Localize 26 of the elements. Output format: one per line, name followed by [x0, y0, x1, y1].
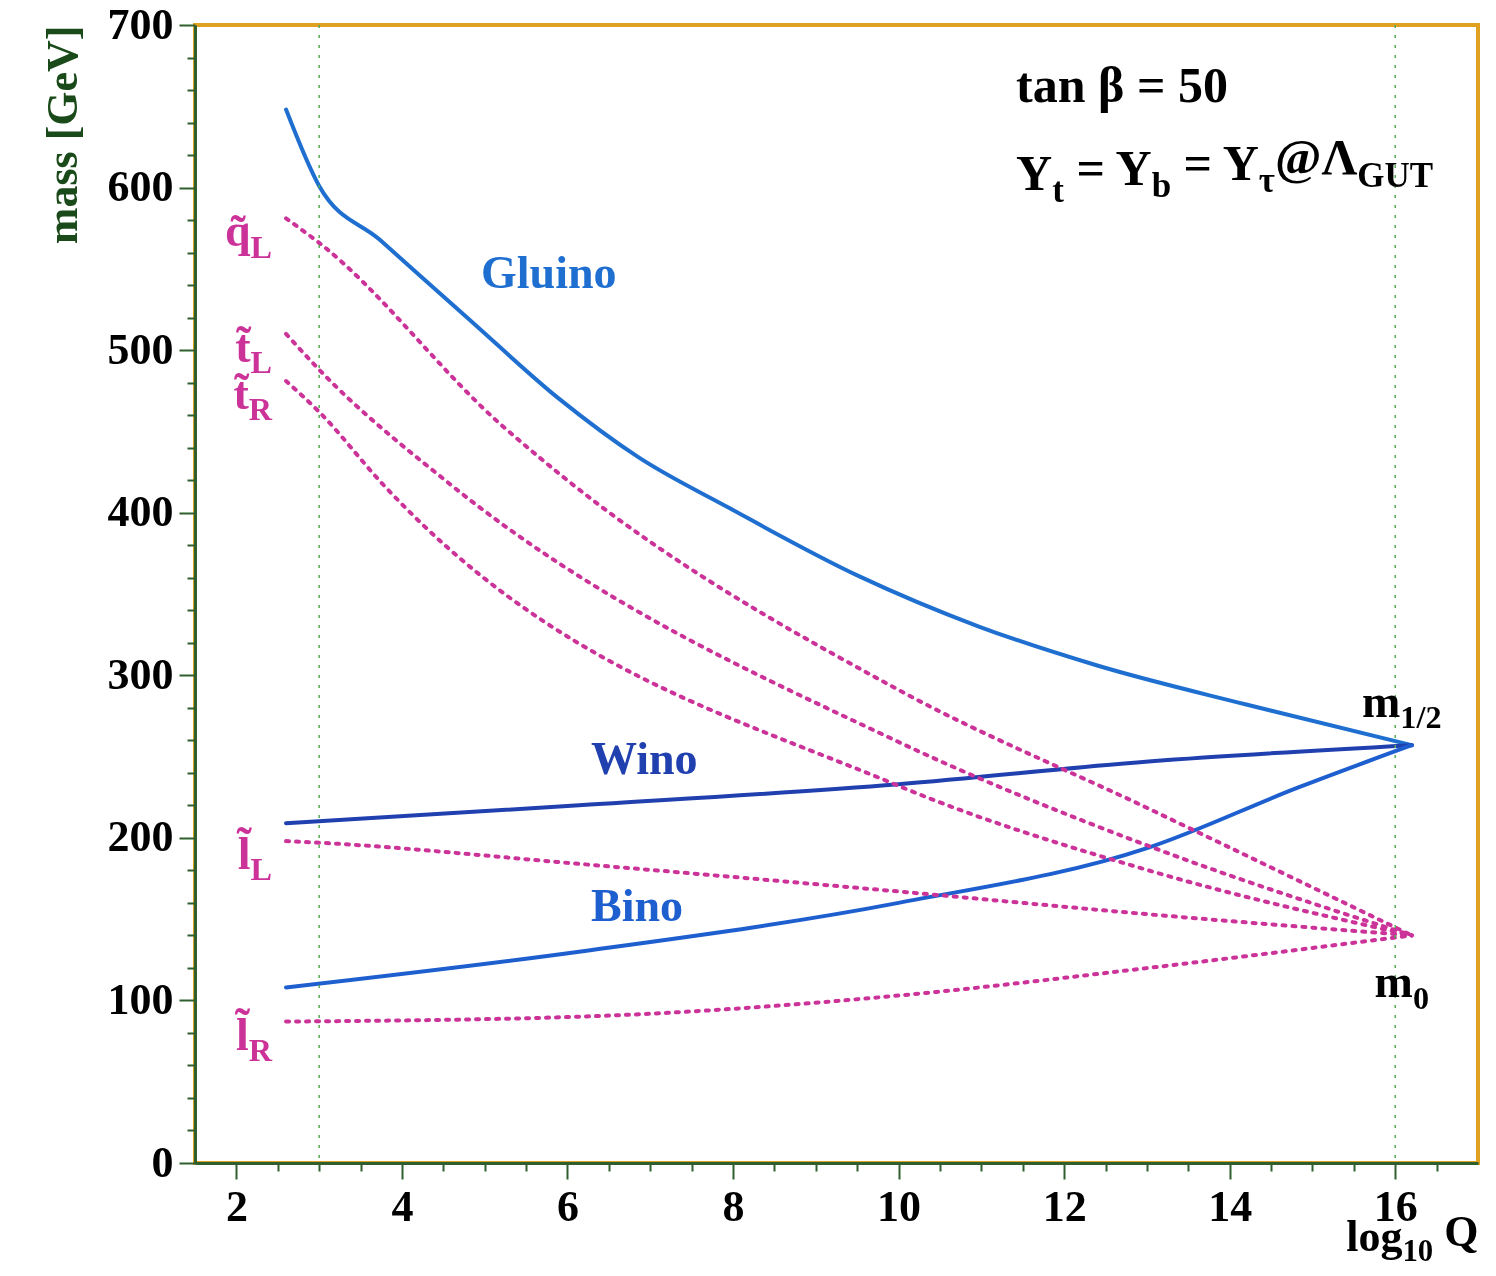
annotation: m$_{0}$	[1374, 956, 1429, 1016]
y-tick-label: 700	[107, 0, 174, 49]
y-tick-label: 100	[107, 974, 174, 1024]
series-label: Wino	[591, 733, 698, 785]
y-axis-title: mass [GeV]	[37, 25, 87, 245]
series-label: Gluino	[480, 247, 617, 299]
y-tick-label: 200	[107, 812, 174, 862]
series-label: l̃$_{L}$	[236, 827, 273, 888]
x-tick-label: 4	[391, 1181, 414, 1231]
series-label: Bino	[591, 879, 684, 931]
y-tick-label: 300	[107, 649, 174, 699]
x-tick-label: 12	[1042, 1181, 1087, 1231]
x-tick-label: 8	[722, 1181, 745, 1231]
x-tick-label: 6	[556, 1181, 579, 1231]
x-tick-label: 14	[1208, 1181, 1253, 1231]
series-label: l̃$_{R}$	[234, 1007, 273, 1068]
annotation: Y$_{t}$ = Y$_{b}$ = Y$_{τ}$@Λ$_{GUT}$	[1016, 129, 1434, 211]
y-tick-label: 500	[107, 324, 174, 374]
y-tick-label: 0	[151, 1137, 174, 1187]
y-tick-label: 600	[107, 162, 174, 212]
x-tick-label: 10	[877, 1181, 922, 1231]
annotation: m$_{1/2}$	[1362, 676, 1442, 736]
annotation: tan β = 50	[1016, 57, 1228, 113]
y-tick-label: 400	[107, 487, 174, 537]
x-tick-label: 2	[225, 1181, 248, 1231]
series-label: q̃$_{L}$	[224, 205, 273, 265]
